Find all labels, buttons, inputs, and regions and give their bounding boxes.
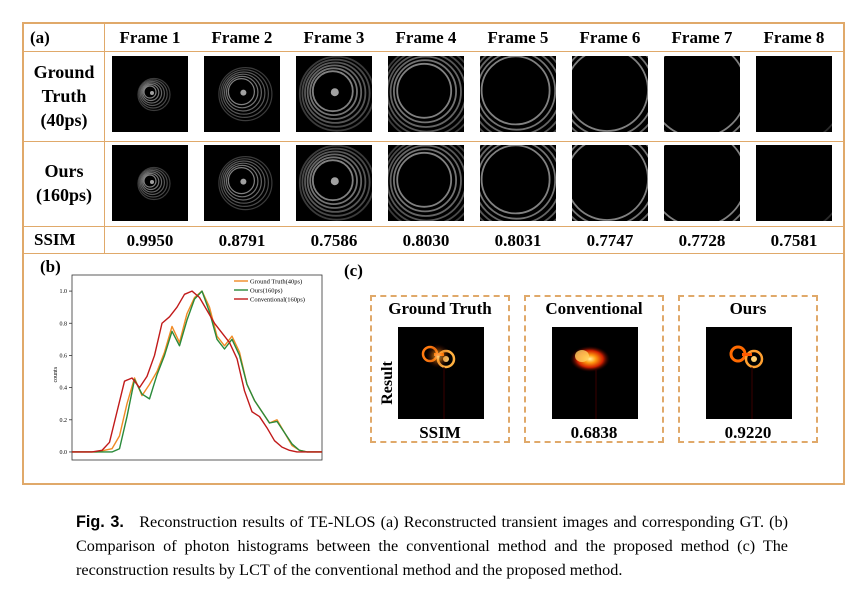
legend-label: Conventional(160ps) <box>250 297 305 304</box>
ssim-value: 0.8031 <box>494 231 542 250</box>
histogram-chart-area: 0.0 0.2 0.4 0.6 0.8 1.0 counts Ground Truth(40p… <box>24 255 344 481</box>
ground-truth-frame-image <box>204 56 280 132</box>
caption-figure-label: Fig. 3. <box>76 513 124 531</box>
legend-label: Ground Truth(40ps) <box>250 279 302 286</box>
legend-label: Ours(160ps) <box>250 288 283 295</box>
result-title: Ground Truth <box>388 299 492 318</box>
ground-truth-frame-image <box>296 56 372 132</box>
result-box-ours: Ours 0.9220 <box>678 295 818 443</box>
frame-header: Frame 7 <box>671 28 733 47</box>
result-image-ours <box>706 327 792 419</box>
ground-truth-frame-image <box>388 56 464 132</box>
y-tick-label: 0.6 <box>60 353 68 359</box>
divider <box>24 253 843 254</box>
frame-header: Frame 6 <box>579 28 641 47</box>
frame-header: Frame 2 <box>211 28 273 47</box>
ours-frame-image <box>388 145 464 221</box>
ssim-value: 0.9950 <box>126 231 174 250</box>
y-tick-label: 1.0 <box>60 289 68 295</box>
row-header-ours: Ours (160ps) <box>35 161 92 205</box>
ssim-value: 0.8791 <box>218 231 266 250</box>
y-tick-label: 0.8 <box>60 321 68 327</box>
result-ssim-label: SSIM <box>419 423 461 442</box>
result-ssim-value: 0.9220 <box>724 423 772 442</box>
panel-b-label: (b) <box>40 257 61 276</box>
ours-frame-image <box>296 145 372 221</box>
ground-truth-frame-image <box>756 56 832 132</box>
y-tick-label: 0.0 <box>60 450 68 456</box>
panel-c-label: (c) <box>344 261 363 280</box>
series-line-ground-truth-40ps- <box>72 290 322 453</box>
figure-panel: (a) Frame 1 Frame 2 Frame 3 Frame 4 Fram… <box>22 22 845 485</box>
ours-frame-image <box>112 145 188 221</box>
series-line-conventional-160ps- <box>72 290 322 453</box>
result-image-conventional <box>552 327 638 419</box>
frame-header: Frame 5 <box>487 28 549 47</box>
divider <box>104 24 105 253</box>
divider <box>24 51 843 52</box>
ground-truth-frame-image <box>112 56 188 132</box>
ssim-value: 0.8030 <box>402 231 450 250</box>
series-line-ours-160ps- <box>72 290 322 453</box>
ground-truth-frame-image <box>572 56 648 132</box>
ssim-value: 0.7586 <box>310 231 358 250</box>
ours-frame-image <box>204 145 280 221</box>
y-tick-label: 0.4 <box>60 386 68 392</box>
divider <box>24 226 843 227</box>
result-box-ground-truth: Ground Truth SSIM <box>370 295 510 443</box>
y-axis-label: counts <box>53 366 59 382</box>
result-image-ground-truth <box>398 327 484 419</box>
ground-truth-frame-image <box>664 56 740 132</box>
histogram-chart: 0.0 0.2 0.4 0.6 0.8 1.0 counts Ground Truth(40p… <box>53 274 323 461</box>
ours-frame-image <box>756 145 832 221</box>
panel-a-label: (a) <box>30 28 50 47</box>
ours-frame-image <box>480 145 556 221</box>
result-ssim-value: 0.6838 <box>570 423 618 442</box>
ssim-row-label: SSIM <box>34 230 76 249</box>
caption-text: Reconstruction results of TE-NLOS (a) Re… <box>76 513 788 579</box>
row-header-ground-truth: Ground Truth (40ps) <box>33 62 95 130</box>
y-tick-label: 0.2 <box>60 418 68 424</box>
divider <box>24 141 843 142</box>
ours-frame-image <box>572 145 648 221</box>
ssim-value: 0.7747 <box>586 231 634 250</box>
result-title: Ours <box>729 299 767 318</box>
result-title: Conventional <box>545 299 643 318</box>
frame-header: Frame 3 <box>303 28 365 47</box>
frame-header: Frame 1 <box>119 28 181 47</box>
frame-header: Frame 4 <box>395 28 457 47</box>
frame-header: Frame 8 <box>763 28 825 47</box>
ground-truth-frame-image <box>480 56 556 132</box>
chart-frame <box>71 274 323 461</box>
ours-frame-image <box>664 145 740 221</box>
result-box-conventional: Conventional 0.6838 <box>524 295 664 443</box>
ssim-value: 0.7728 <box>678 231 726 250</box>
figure-caption: Fig. 3. Reconstruction results of TE-NLO… <box>76 510 788 582</box>
ssim-value: 0.7581 <box>770 231 818 250</box>
